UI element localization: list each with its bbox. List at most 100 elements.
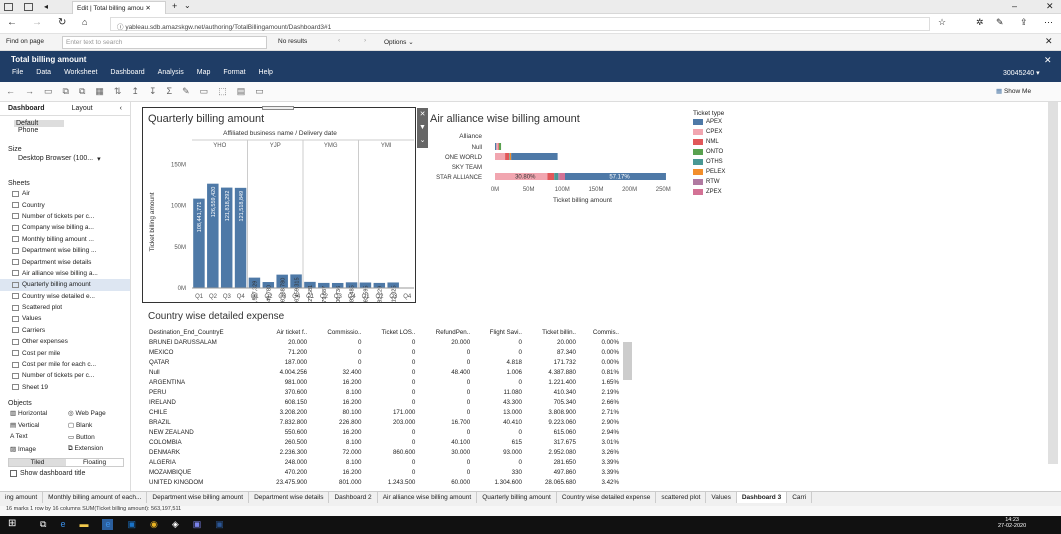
sheet-tab[interactable]: Carri bbox=[787, 492, 813, 503]
menu-map[interactable]: Map bbox=[196, 69, 211, 76]
totals-icon[interactable]: Σ bbox=[166, 86, 173, 96]
hub-icon[interactable]: ✲ bbox=[976, 17, 984, 27]
tooltip-icon[interactable]: ▭ bbox=[255, 86, 264, 96]
sheet-tab[interactable]: Monthly billing amount of each... bbox=[43, 492, 148, 503]
clock[interactable]: 14:23 27-02-2020 bbox=[998, 517, 1027, 529]
sort-desc-icon[interactable]: ↧ bbox=[149, 86, 157, 96]
show-title-checkbox[interactable]: Show dashboard title bbox=[10, 470, 130, 478]
size-dropdown[interactable]: Desktop Browser (100... ▾ bbox=[18, 155, 101, 163]
column-header[interactable]: Air ticket f.. bbox=[276, 328, 308, 336]
sheet-tab[interactable]: Dashboard 3 bbox=[736, 492, 788, 503]
legend-item[interactable]: APEX bbox=[693, 117, 753, 127]
outlook-icon[interactable]: ▣ bbox=[127, 519, 136, 529]
legend-item[interactable]: RTW bbox=[693, 177, 753, 187]
close-editor-icon[interactable]: ✕ bbox=[1044, 55, 1052, 65]
minimize-icon[interactable]: ‒ bbox=[1012, 1, 1018, 11]
sheet-tab[interactable]: Department wise details bbox=[249, 492, 330, 503]
device-phone[interactable]: Phone bbox=[18, 127, 39, 134]
show-me-button[interactable]: ▦ Show Me bbox=[996, 88, 1032, 95]
column-header[interactable]: Ticket LOS.. bbox=[381, 328, 416, 336]
find-options[interactable]: Options ⌄ bbox=[384, 39, 414, 46]
tiled-toggle[interactable]: Tiled bbox=[9, 459, 66, 467]
labels-icon[interactable]: ▭ bbox=[199, 86, 209, 96]
refresh-icon[interactable]: ↻ bbox=[58, 17, 67, 28]
duplicate-icon[interactable]: ⧉ bbox=[78, 86, 86, 96]
legend-item[interactable]: OTHS bbox=[693, 157, 753, 167]
windows-start-icon[interactable]: ⊞ bbox=[8, 518, 17, 529]
object-text[interactable]: A Text bbox=[10, 433, 28, 441]
browser-tab[interactable]: Edit | Total billing amou ✕ bbox=[72, 1, 166, 14]
tab-layout[interactable]: Layout bbox=[71, 105, 93, 112]
device-default[interactable]: Default bbox=[14, 120, 64, 127]
url-field[interactable]: ⓘ yableau.sdb.amazskgw.net/authoring/Tot… bbox=[110, 17, 930, 31]
back-tab-icon[interactable]: ◂ bbox=[44, 2, 49, 11]
drag-handle-icon[interactable] bbox=[262, 106, 294, 110]
find-prev-icon[interactable]: ‹ bbox=[338, 37, 341, 44]
sheet-item[interactable]: Company wise billing a... bbox=[0, 222, 130, 233]
task-view-icon[interactable]: ⧉ bbox=[40, 519, 47, 529]
column-header[interactable]: Destination_End_CountryE bbox=[149, 328, 224, 336]
find-input[interactable]: Enter text to search bbox=[62, 36, 267, 49]
menu-help[interactable]: Help bbox=[258, 69, 273, 76]
sheet-tab[interactable]: Values bbox=[706, 492, 737, 503]
ie-icon[interactable]: e bbox=[60, 519, 66, 529]
highlight-icon[interactable]: ✎ bbox=[182, 86, 190, 96]
object-horizontal[interactable]: ▥ Horizontal bbox=[10, 410, 48, 418]
column-header[interactable]: Commis.. bbox=[592, 328, 619, 336]
floating-toggle[interactable]: Floating bbox=[82, 459, 107, 467]
teams-icon[interactable]: ▣ bbox=[192, 519, 202, 529]
window-menu-icon[interactable] bbox=[4, 3, 13, 11]
chrome-icon[interactable]: ◉ bbox=[149, 519, 158, 529]
file-explorer-icon[interactable]: ▬ bbox=[79, 519, 89, 529]
new-sheet-icon[interactable]: ▦ bbox=[95, 86, 104, 96]
object-extension[interactable]: ⧉ Extension bbox=[68, 445, 103, 453]
tab-actions-icon[interactable] bbox=[24, 3, 33, 11]
find-close-icon[interactable]: ✕ bbox=[1045, 36, 1053, 46]
sheet-item[interactable]: Carriers bbox=[0, 325, 130, 336]
more-icon[interactable]: ⋯ bbox=[1044, 17, 1053, 27]
fit-icon[interactable]: ▤ bbox=[236, 86, 246, 96]
sheet-tab[interactable]: Country wise detailed expense bbox=[557, 492, 657, 503]
sheet-item[interactable]: Number of tickets per c... bbox=[0, 370, 130, 381]
forward-icon[interactable]: → bbox=[32, 17, 42, 28]
save-icon[interactable]: ▭ bbox=[44, 86, 53, 96]
sheet-item[interactable]: Quarterly billing amount bbox=[0, 279, 130, 291]
menu-format[interactable]: Format bbox=[223, 69, 246, 76]
sheet-tab[interactable]: Quarterly billing amount bbox=[477, 492, 557, 503]
column-header[interactable]: Flight Savi.. bbox=[489, 328, 522, 336]
sheet-item[interactable]: Department wise details bbox=[0, 256, 130, 267]
sheet-item[interactable]: Country bbox=[0, 199, 130, 210]
object-blank[interactable]: ▢ Blank bbox=[68, 422, 93, 430]
share-icon[interactable]: ⇪ bbox=[1020, 17, 1028, 27]
column-header[interactable]: Commissio.. bbox=[327, 328, 362, 336]
word-icon[interactable]: ▣ bbox=[215, 519, 224, 529]
tab-dashboard[interactable]: Dashboard bbox=[8, 105, 45, 112]
edge-icon[interactable]: e bbox=[102, 519, 114, 530]
page-scrollbar[interactable] bbox=[1048, 102, 1058, 464]
redo-icon[interactable]: → bbox=[25, 86, 34, 96]
column-header[interactable]: Ticket billin.. bbox=[542, 328, 576, 336]
new-datasource-icon[interactable]: ⧉ bbox=[62, 86, 69, 96]
pen-icon[interactable]: ✎ bbox=[996, 17, 1004, 27]
format-icon[interactable]: ⬚ bbox=[218, 86, 227, 96]
sheet-item[interactable]: Department wise billing ... bbox=[0, 245, 130, 256]
sheet-item[interactable]: Scattered plot bbox=[0, 302, 130, 313]
legend-item[interactable]: ONTO bbox=[693, 147, 753, 157]
table-scrollbar[interactable] bbox=[623, 342, 632, 380]
sheet-item[interactable]: Cost per mile for each c... bbox=[0, 359, 130, 370]
legend-item[interactable]: CPEX bbox=[693, 127, 753, 137]
object-vertical[interactable]: ▤ Vertical bbox=[10, 422, 40, 430]
menu-data[interactable]: Data bbox=[36, 69, 52, 76]
sheet-item[interactable]: Other expenses bbox=[0, 336, 130, 347]
sheet-item[interactable]: Monthly billing amount ... bbox=[0, 234, 130, 245]
undo-icon[interactable]: ← bbox=[6, 86, 15, 96]
swap-icon[interactable]: ⇅ bbox=[113, 86, 122, 96]
menu-analysis[interactable]: Analysis bbox=[157, 69, 184, 76]
legend-item[interactable]: ZPEX bbox=[693, 187, 753, 197]
object-image[interactable]: ▨ Image bbox=[10, 446, 37, 454]
sheet-item[interactable]: Sheet 19 bbox=[0, 382, 130, 393]
back-icon[interactable]: ← bbox=[7, 17, 17, 28]
home-icon[interactable]: ⌂ bbox=[82, 17, 88, 27]
legend-item[interactable]: NML bbox=[693, 137, 753, 147]
sheet-item[interactable]: Air alliance wise billing a... bbox=[0, 268, 130, 279]
